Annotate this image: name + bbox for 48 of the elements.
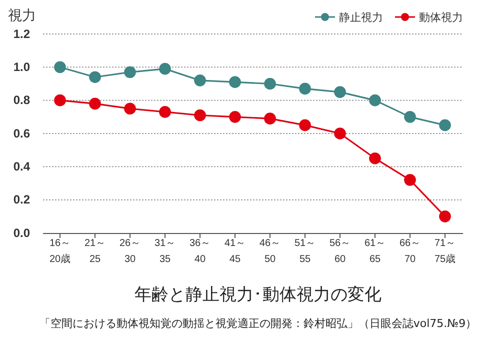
y-tick-label: 0.6: [13, 126, 30, 140]
legend-label: 動体視力: [419, 11, 463, 24]
point: [404, 111, 416, 123]
x-tick-label: 41～ 45: [224, 238, 246, 265]
y-tick-label: 0.2: [13, 192, 30, 207]
legend-label: 静止視力: [339, 11, 383, 24]
point: [124, 102, 136, 115]
text: 年齢と静止視力･動体視力の変化: [134, 285, 382, 305]
text: 「空間における動体視知覚の動揺と視覚適正の開発：鈴村昭弘」（日眼会誌vol75.№9）: [39, 317, 477, 330]
point: [89, 71, 101, 84]
point: [229, 111, 241, 123]
point: [54, 94, 66, 106]
point: [439, 210, 451, 222]
y-tick-label: 1.0: [13, 60, 30, 74]
x-tick-label: 36～ 40: [189, 238, 211, 265]
point: [404, 174, 416, 186]
y-tick-label: 1.2: [13, 26, 30, 41]
point: [264, 78, 276, 90]
point: [299, 82, 311, 95]
point: [299, 119, 311, 132]
x-tick-label: 46～ 50: [259, 238, 281, 265]
y-tick-label: 0.8: [13, 93, 30, 108]
point: [159, 106, 171, 118]
x-tick-label: 31～ 35: [154, 238, 176, 265]
x-tick-label: 16～ 20歳: [49, 238, 71, 265]
point: [369, 152, 381, 164]
x-tick-label: 66～ 70: [399, 238, 421, 265]
point: [194, 74, 206, 86]
point: [334, 128, 346, 140]
point: [124, 66, 136, 78]
x-tick-label: 61～ 65: [364, 238, 386, 265]
point: [229, 76, 241, 88]
point: [54, 61, 66, 74]
x-tick-label: 51～ 55: [294, 238, 316, 265]
point: [194, 109, 206, 122]
point: [369, 94, 381, 106]
x-tick-label: 21～ 25: [84, 238, 106, 265]
point: [89, 98, 101, 110]
x-tick-label: 56～ 60: [329, 238, 351, 265]
y-tick-label: 0.0: [13, 226, 30, 240]
y-tick-label: 0.4: [13, 160, 30, 174]
point: [159, 62, 171, 75]
point: [264, 112, 276, 124]
point: [439, 119, 451, 132]
x-tick-label: 71～ 75歳: [434, 238, 456, 265]
x-tick-label: 26～ 30: [119, 238, 141, 265]
y-axis-title: 視力: [8, 8, 36, 24]
point: [334, 86, 346, 98]
